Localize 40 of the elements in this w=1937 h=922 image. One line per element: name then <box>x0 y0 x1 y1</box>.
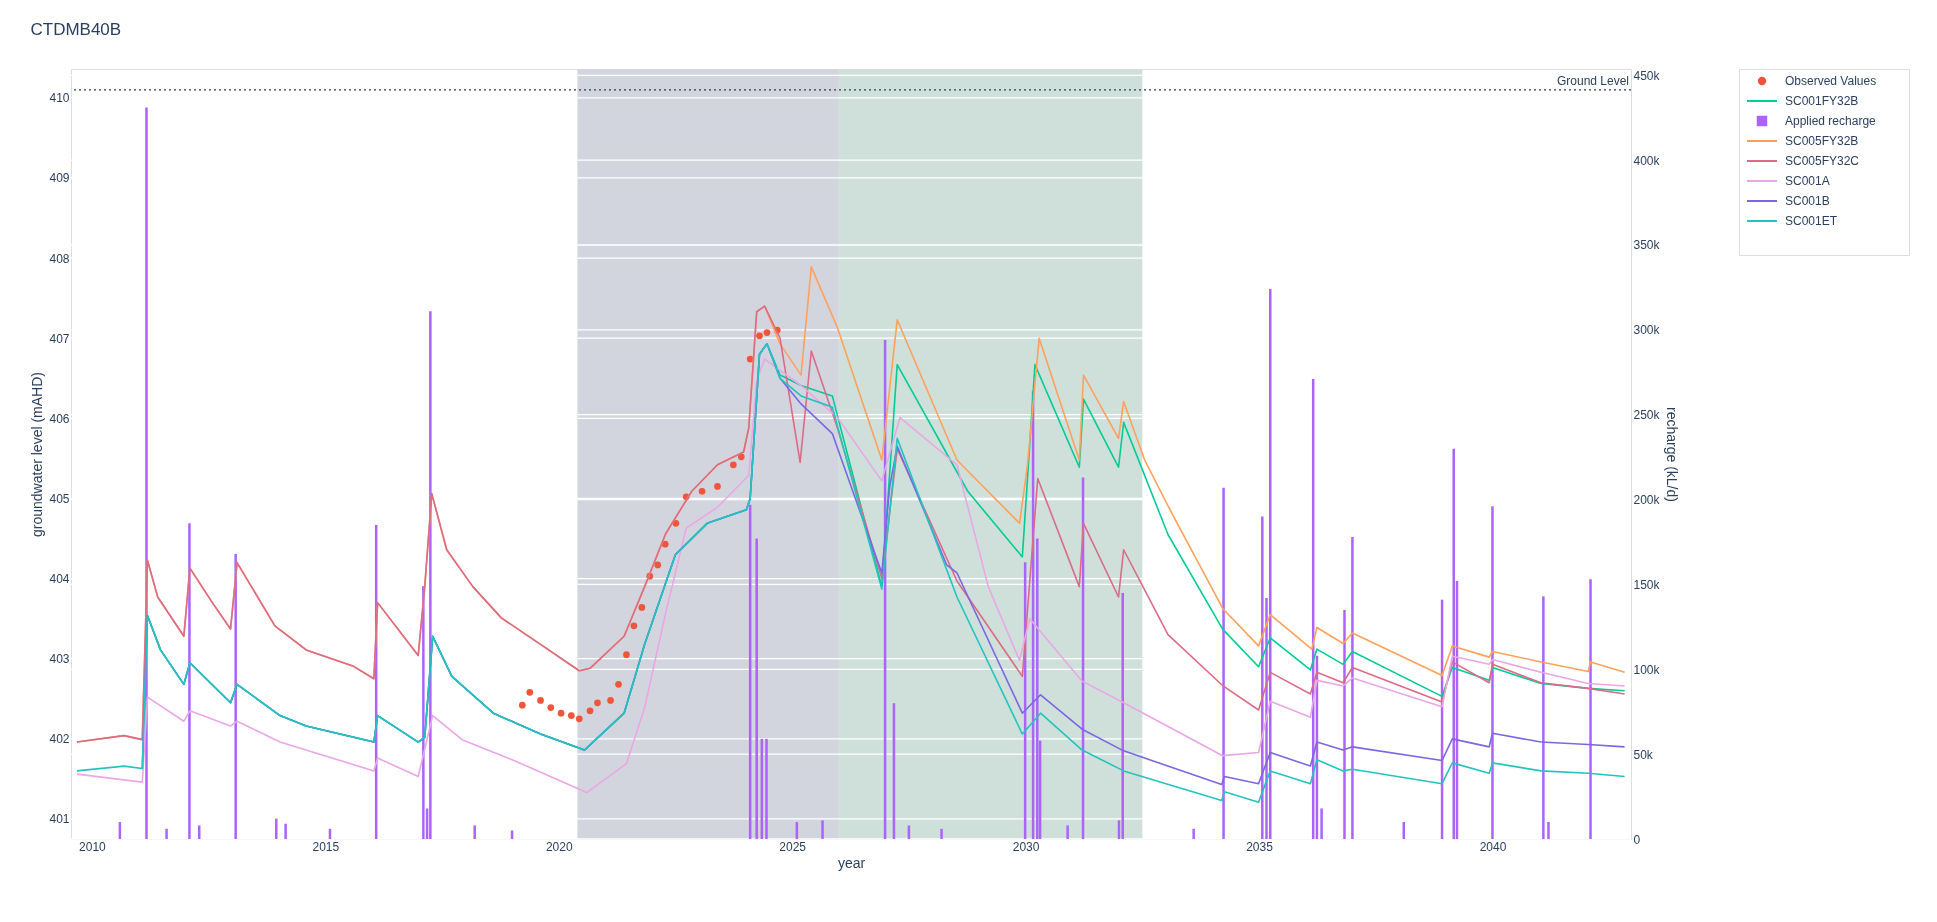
x-axis-title: year <box>837 854 866 871</box>
legend-label: Observed Values <box>1785 74 1877 88</box>
legend-label: SC005FY32C <box>1785 154 1860 168</box>
y-tick-label: 410 <box>49 91 70 106</box>
legend-label: SC001FY32B <box>1785 94 1859 108</box>
y-tick-label: 407 <box>49 331 70 346</box>
y2-tick-label: 250k <box>1633 408 1661 423</box>
y-tick-label: 408 <box>49 251 70 266</box>
legend-label: SC001B <box>1785 194 1830 208</box>
y2-tick-label: 100k <box>1633 662 1661 677</box>
y2-tick-label: 300k <box>1633 323 1661 338</box>
y2-tick-label: 400k <box>1633 153 1661 168</box>
x-tick-label: 2035 <box>1246 839 1274 854</box>
y2-tick-label: 350k <box>1633 238 1661 253</box>
legend-label: SC001A <box>1785 174 1830 188</box>
y2-axis-title: recharge (kL/d) <box>1663 407 1680 502</box>
x-tick-label: 2015 <box>312 839 340 854</box>
y-tick-label: 404 <box>49 572 70 587</box>
y2-tick-label: 150k <box>1633 577 1661 592</box>
y2-tick-label: 50k <box>1633 747 1654 762</box>
y2-tick-label: 0 <box>1633 832 1641 847</box>
x-tick-label: 2020 <box>545 839 573 854</box>
legend-label: SC001ET <box>1785 214 1838 228</box>
x-tick-label: 2010 <box>79 839 107 854</box>
y-tick-label: 403 <box>49 652 70 667</box>
y-tick-label: 409 <box>49 171 70 186</box>
y-tick-label: 402 <box>49 732 70 747</box>
y2-tick-label: 200k <box>1633 493 1661 508</box>
ref-line-label: Ground Level <box>1556 73 1629 88</box>
x-tick-label: 2040 <box>1479 839 1507 854</box>
legend-label: SC005FY32B <box>1785 134 1859 148</box>
y-tick-label: 406 <box>49 411 70 426</box>
x-tick-label: 2030 <box>1012 839 1040 854</box>
y-tick-label: 405 <box>49 491 70 506</box>
legend-label: Applied recharge <box>1785 114 1877 128</box>
x-tick-label: 2025 <box>779 839 807 854</box>
y-tick-label: 401 <box>49 812 70 827</box>
y-axis-title: groundwater level (mAHD) <box>29 372 46 537</box>
chart-title: CTDMB40B <box>30 19 122 39</box>
y2-tick-label: 450k <box>1633 68 1661 83</box>
